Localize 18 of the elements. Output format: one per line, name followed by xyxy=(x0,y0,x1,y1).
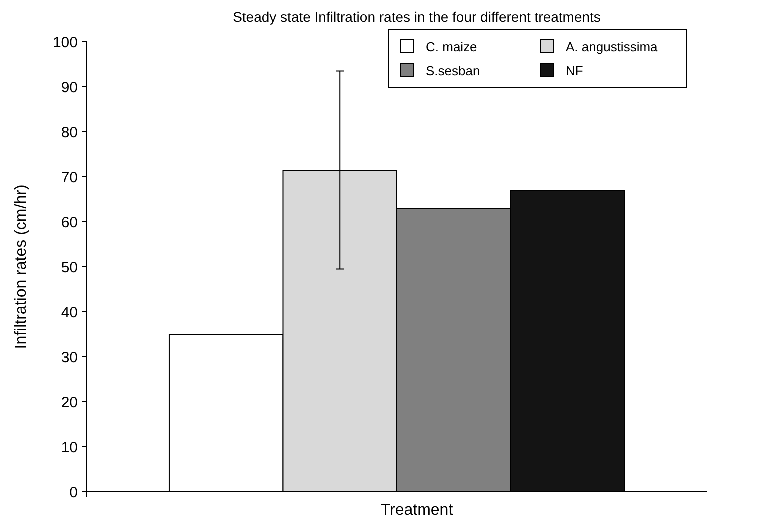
chart-title: Steady state Infiltration rates in the four different treatments xyxy=(233,9,601,25)
legend-label: C. maize xyxy=(426,40,478,55)
y-tick-label: 10 xyxy=(61,439,78,456)
y-tick-label: 80 xyxy=(61,124,78,142)
y-tick-label: 90 xyxy=(61,79,78,96)
y-tick-label: 0 xyxy=(70,484,78,502)
y-tick-label: 50 xyxy=(61,259,78,276)
legend-label: A. angustissima xyxy=(566,40,659,55)
y-axis-title: Infiltration rates (cm/hr) xyxy=(13,184,30,350)
y-tick-label: 100 xyxy=(52,34,78,52)
y-tick-label: 40 xyxy=(61,304,78,322)
y-tick-label: 60 xyxy=(61,214,78,232)
legend-label: S.sesban xyxy=(426,64,480,79)
legend-label: NF xyxy=(566,64,584,79)
y-tick-label: 30 xyxy=(61,349,78,366)
y-tick-label: 70 xyxy=(61,169,78,186)
x-axis-title: Treatment xyxy=(380,502,454,519)
y-tick-label: 20 xyxy=(61,394,78,412)
